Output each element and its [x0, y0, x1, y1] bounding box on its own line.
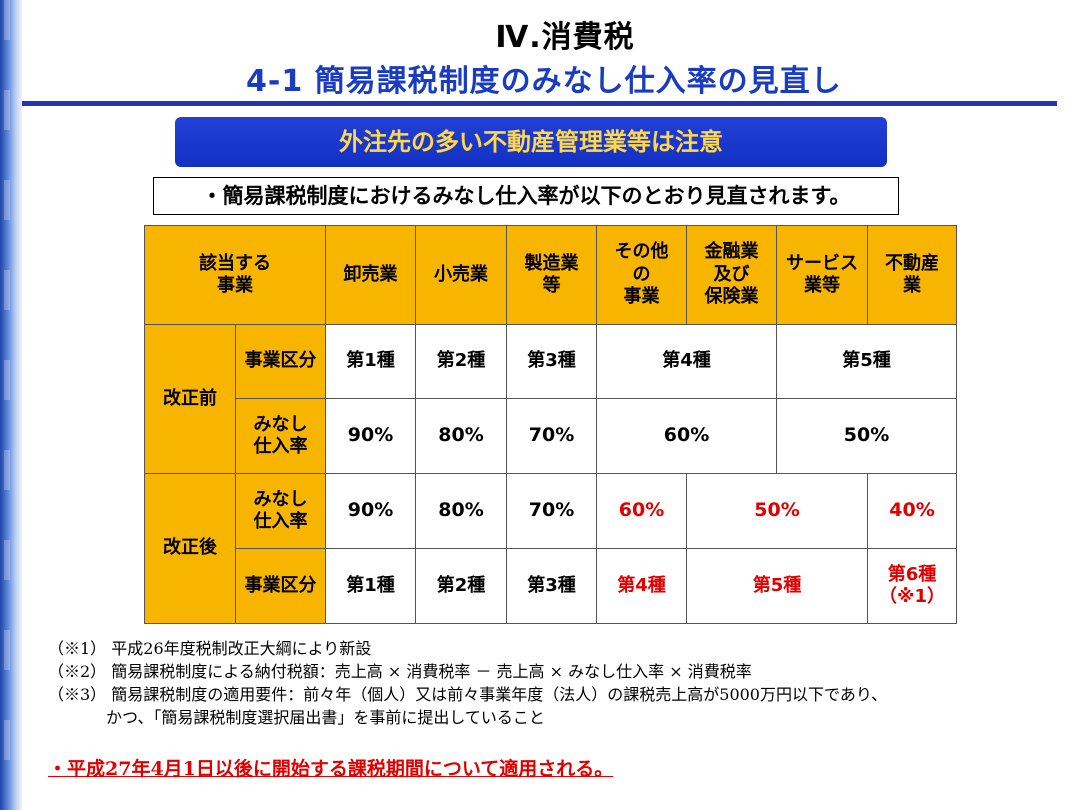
title-divider: [22, 101, 1057, 106]
notice-banner: 外注先の多い不動産管理業等は注意: [175, 117, 887, 167]
before-rate-row: みなし 仕入率 90% 80% 70% 60% 50%: [145, 398, 957, 474]
after-class-row: 事業区分 第1種 第2種 第3種 第4種 第5種 第6種 （※1）: [145, 548, 957, 624]
intro-text: ・簡易課税制度におけるみなし仕入率が以下のとおり見直されます。: [153, 177, 899, 215]
table-cell: 70%: [506, 473, 597, 549]
row-header: みなし 仕入率: [235, 473, 326, 549]
table-cell: 60%: [596, 398, 777, 474]
table-cell-changed: 50%: [686, 473, 868, 549]
left-decorative-bar: [0, 0, 22, 810]
footnote: （※3） 簡易課税制度の適用要件：前々年（個人）又は前々事業年度（法人）の課税売…: [48, 685, 888, 704]
category-header-row: 該当する 事業 卸売業 小売業 製造業 等 その他 の 事業 金融業 及び 保険…: [144, 225, 957, 325]
table-cell: 80%: [415, 473, 507, 549]
category-header: 金融業 及び 保険業: [686, 225, 777, 325]
table-cell-changed: 第5種: [686, 548, 868, 624]
after-label: 改正後: [144, 473, 236, 624]
page-subtitle: 4-1 簡易課税制度のみなし仕入率の見直し: [246, 64, 842, 99]
table-cell: 第1種: [325, 324, 416, 399]
table-cell: 50%: [776, 398, 957, 474]
table-cell: 第3種: [506, 548, 597, 624]
row-header: みなし 仕入率: [235, 398, 326, 474]
category-header: 小売業: [415, 225, 507, 325]
before-class-row: 改正前 事業区分 第1種 第2種 第3種 第4種 第5種: [144, 324, 957, 474]
before-label: 改正前: [144, 324, 236, 474]
table-cell-changed: 第4種: [596, 548, 687, 624]
category-header: サービス 業等: [776, 225, 868, 325]
row-header: 事業区分: [235, 324, 326, 399]
footnote: （※2） 簡易課税制度による納付税額：売上高 × 消費税率 － 売上高 × みな…: [48, 662, 752, 681]
table-cell: 第1種: [325, 548, 416, 624]
page-title: Ⅳ.消費税: [495, 20, 635, 55]
table-cell-changed: 40%: [867, 473, 957, 549]
table-cell: 第5種: [776, 324, 957, 399]
effective-date-note: ・平成27年4月1日以後に開始する課税期間について適用される。: [48, 758, 614, 780]
table-cell: 第4種: [596, 324, 777, 399]
table-cell-changed: 60%: [596, 473, 687, 549]
table-cell: 90%: [325, 473, 416, 549]
after-rate-row: 改正後 みなし 仕入率 90% 80% 70% 60% 50% 40%: [144, 473, 957, 624]
table-cell: 80%: [415, 398, 507, 474]
footnote: （※1） 平成26年度税制改正大綱により新設: [48, 639, 372, 658]
footnote-continuation: かつ、「簡易課税制度選択届出書」を事前に提出していること: [106, 708, 545, 727]
category-header: 卸売業: [325, 225, 416, 325]
table-cell: 第2種: [415, 324, 507, 399]
table-cell: 第2種: [415, 548, 507, 624]
table-cell-changed: 第6種 （※1）: [867, 548, 957, 624]
table-cell: 90%: [325, 398, 416, 474]
table-cell: 第3種: [506, 324, 597, 399]
category-header: 不動産 業: [867, 225, 957, 325]
table-cell: 70%: [506, 398, 597, 474]
category-header: 製造業 等: [506, 225, 597, 325]
footnotes: （※1） 平成26年度税制改正大綱により新設 （※2） 簡易課税制度による納付税…: [48, 637, 1068, 729]
corner-header: 該当する 事業: [144, 225, 326, 325]
category-header: その他 の 事業: [596, 225, 687, 325]
row-header: 事業区分: [235, 548, 326, 624]
deemed-purchase-rate-table: 該当する 事業 卸売業 小売業 製造業 等 その他 の 事業 金融業 及び 保険…: [144, 225, 957, 624]
